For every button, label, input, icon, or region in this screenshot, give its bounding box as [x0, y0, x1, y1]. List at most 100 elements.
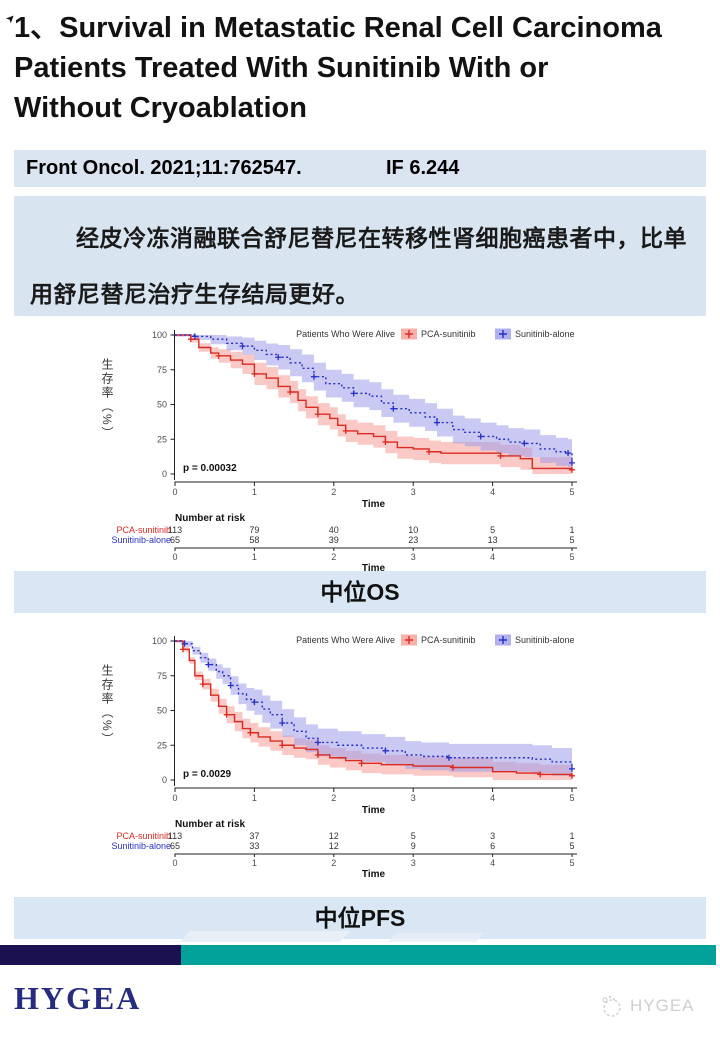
footer-swoosh-decoration — [179, 931, 351, 942]
pfs-caption: 中位PFS — [14, 897, 706, 939]
svg-text:5: 5 — [569, 858, 574, 868]
svg-text:Sunitinib-alone: Sunitinib-alone — [111, 841, 171, 851]
svg-text:1: 1 — [569, 525, 574, 535]
svg-text:23: 23 — [408, 535, 418, 545]
svg-text:2: 2 — [331, 793, 336, 803]
svg-text:5: 5 — [569, 535, 574, 545]
svg-text:50: 50 — [157, 706, 167, 716]
svg-text:58: 58 — [249, 535, 259, 545]
svg-text:Sunitinib-alone: Sunitinib-alone — [111, 535, 171, 545]
svg-text:5: 5 — [569, 552, 574, 562]
svg-text:5: 5 — [569, 793, 574, 803]
pfs-km-chart: 0 25 50 75 100 0 1 2 3 4 5 Time p = 0.0029 Patients W… — [95, 626, 605, 880]
svg-text:Patients Who Were Alive: Patients Who Were Alive — [296, 635, 395, 645]
footer-teal-bar — [181, 945, 716, 965]
svg-text:39: 39 — [329, 535, 339, 545]
svg-text:PCA-sunitinib: PCA-sunitinib — [116, 525, 171, 535]
svg-text:0: 0 — [172, 858, 177, 868]
svg-text:75: 75 — [157, 365, 167, 375]
watermark-text: HYGEA — [630, 996, 695, 1015]
page-title: 1、Survival in Metastatic Renal Cell Carc… — [14, 8, 714, 128]
svg-text:0: 0 — [172, 487, 177, 497]
svg-text:6: 6 — [490, 841, 495, 851]
svg-text:4: 4 — [490, 793, 495, 803]
svg-text:PCA-sunitinib: PCA-sunitinib — [116, 831, 171, 841]
impact-factor: IF 6.244 — [386, 157, 460, 179]
title-line-2: Patients Treated With Sunitinib With or — [14, 52, 549, 84]
svg-text:1: 1 — [252, 793, 257, 803]
svg-text:79: 79 — [249, 525, 259, 535]
os-y-axis-label: 生存率（%） — [100, 358, 114, 441]
svg-text:100: 100 — [152, 636, 167, 646]
watermark-emblem-icon — [602, 995, 621, 1017]
summary-text: 经皮冷冻消融联合舒尼替尼在转移性肾细胞癌患者中，比单用舒尼替尼治疗生存结局更好。 — [30, 225, 687, 307]
svg-text:40: 40 — [329, 525, 339, 535]
os-km-svg: 0 25 50 75 100 0 1 2 3 4 5 Time p = 0.00032 Patients … — [95, 320, 605, 577]
svg-text:5: 5 — [569, 841, 574, 851]
svg-text:5: 5 — [490, 525, 495, 535]
svg-text:2: 2 — [331, 858, 336, 868]
svg-text:12: 12 — [329, 831, 339, 841]
svg-text:0: 0 — [162, 469, 167, 479]
svg-text:1: 1 — [569, 831, 574, 841]
svg-text:100: 100 — [152, 330, 167, 340]
footer-navy-bar — [0, 945, 181, 965]
svg-text:25: 25 — [157, 740, 167, 750]
svg-text:1: 1 — [252, 858, 257, 868]
svg-text:4: 4 — [490, 487, 495, 497]
hygea-logo: HYGEA — [14, 980, 142, 1016]
svg-text:50: 50 — [157, 400, 167, 410]
svg-text:33: 33 — [249, 841, 259, 851]
svg-text:2: 2 — [331, 487, 336, 497]
svg-text:5: 5 — [569, 487, 574, 497]
svg-text:4: 4 — [490, 858, 495, 868]
title-line-1: 1、Survival in Metastatic Renal Cell Carc… — [14, 12, 662, 44]
svg-text:113: 113 — [168, 831, 182, 841]
svg-text:Time: Time — [362, 805, 386, 816]
svg-text:Sunitinib-alone: Sunitinib-alone — [515, 329, 575, 339]
journal-citation: Front Oncol. 2021;11:762547. — [26, 157, 302, 179]
summary-block: 经皮冷冻消融联合舒尼替尼在转移性肾细胞癌患者中，比单用舒尼替尼治疗生存结局更好。 — [14, 196, 706, 316]
svg-text:5: 5 — [411, 831, 416, 841]
svg-text:3: 3 — [411, 552, 416, 562]
svg-text:Patients Who Were Alive: Patients Who Were Alive — [296, 329, 395, 339]
os-km-chart: 0 25 50 75 100 0 1 2 3 4 5 Time p = 0.00032 Patients … — [95, 320, 605, 574]
os-caption: 中位OS — [14, 571, 706, 613]
svg-text:1: 1 — [252, 487, 257, 497]
svg-text:65: 65 — [170, 841, 180, 851]
svg-text:Time: Time — [362, 869, 386, 878]
pfs-km-svg: 0 25 50 75 100 0 1 2 3 4 5 Time p = 0.0029 Patients W… — [95, 626, 605, 883]
svg-text:0: 0 — [172, 793, 177, 803]
svg-text:Number at risk: Number at risk — [175, 819, 245, 830]
svg-text:4: 4 — [490, 552, 495, 562]
citation-bar: Front Oncol. 2021;11:762547. IF 6.244 — [14, 150, 706, 187]
svg-text:75: 75 — [157, 671, 167, 681]
svg-text:65: 65 — [170, 535, 180, 545]
svg-text:Sunitinib-alone: Sunitinib-alone — [515, 635, 575, 645]
svg-text:Time: Time — [362, 563, 386, 572]
footer-swoosh-decoration — [387, 933, 485, 942]
svg-text:113: 113 — [168, 525, 182, 535]
svg-text:3: 3 — [411, 793, 416, 803]
svg-text:Time: Time — [362, 499, 386, 510]
svg-text:PCA-sunitinib: PCA-sunitinib — [421, 329, 476, 339]
svg-text:p = 0.00032: p = 0.00032 — [183, 463, 237, 474]
svg-text:PCA-sunitinib: PCA-sunitinib — [421, 635, 476, 645]
svg-text:3: 3 — [411, 858, 416, 868]
svg-text:25: 25 — [157, 434, 167, 444]
svg-text:0: 0 — [162, 775, 167, 785]
title-line-3: Without Cryoablation — [14, 92, 307, 124]
watermark: HYGEA — [598, 993, 695, 1019]
svg-text:0: 0 — [172, 552, 177, 562]
svg-text:3: 3 — [490, 831, 495, 841]
svg-text:Number at risk: Number at risk — [175, 513, 245, 524]
svg-text:12: 12 — [329, 841, 339, 851]
svg-text:37: 37 — [249, 831, 259, 841]
svg-text:10: 10 — [408, 525, 418, 535]
svg-text:9: 9 — [411, 841, 416, 851]
svg-text:3: 3 — [411, 487, 416, 497]
svg-text:13: 13 — [488, 535, 498, 545]
pfs-y-axis-label: 生存率（%） — [100, 664, 114, 747]
svg-text:1: 1 — [252, 552, 257, 562]
